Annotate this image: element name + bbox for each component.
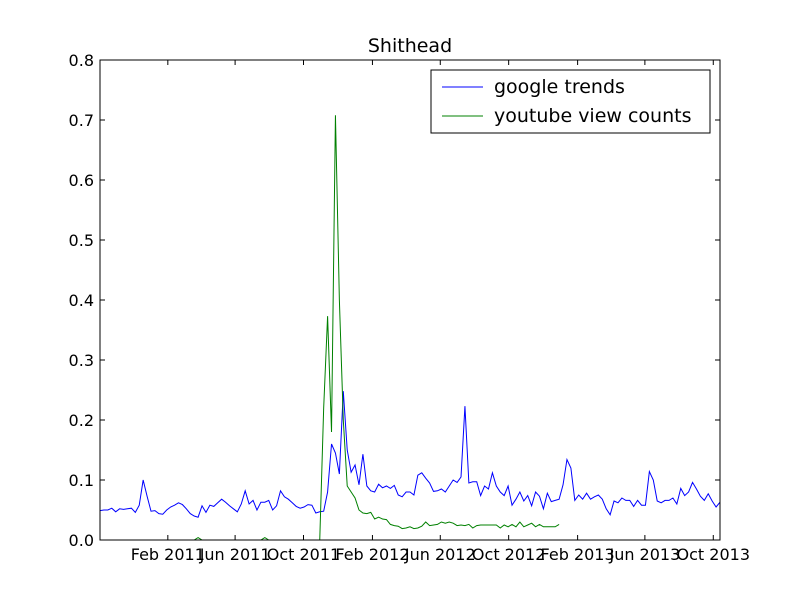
y-tick-label: 0.8 bbox=[69, 51, 94, 70]
x-tick-label: Feb 2012 bbox=[335, 545, 409, 564]
axes-frame bbox=[99, 59, 721, 541]
x-tick-label: Jun 2013 bbox=[608, 545, 680, 564]
legend: google trends youtube view counts bbox=[430, 69, 711, 134]
series-line-google-trends bbox=[99, 391, 721, 518]
legend-label-youtube-view-counts: youtube view counts bbox=[494, 105, 692, 127]
legend-label-google-trends: google trends bbox=[494, 76, 625, 98]
x-tick-label: Feb 2011 bbox=[131, 545, 205, 564]
x-tick-label: Oct 2011 bbox=[267, 545, 340, 564]
y-tick-label: 0.3 bbox=[69, 351, 94, 370]
chart-title: Shithead bbox=[368, 35, 452, 57]
y-tick-label: 0.5 bbox=[69, 231, 94, 250]
x-tick-label: Feb 2013 bbox=[541, 545, 615, 564]
y-tick-label: 0.0 bbox=[69, 531, 94, 550]
x-tick-label: Oct 2012 bbox=[472, 545, 545, 564]
x-tick-label: Oct 2013 bbox=[677, 545, 750, 564]
legend-box bbox=[430, 69, 711, 134]
y-tick-label: 0.7 bbox=[69, 111, 94, 130]
x-tick-label: Jun 2012 bbox=[404, 545, 476, 564]
y-tick-label: 0.6 bbox=[69, 171, 94, 190]
y-tick-label: 0.4 bbox=[69, 291, 94, 310]
series-line-youtube-view-counts bbox=[100, 115, 560, 541]
y-tick-label: 0.2 bbox=[69, 411, 94, 430]
x-tick-label: Jun 2011 bbox=[199, 545, 271, 564]
plot-area bbox=[99, 115, 721, 541]
y-tick-label: 0.1 bbox=[69, 471, 94, 490]
